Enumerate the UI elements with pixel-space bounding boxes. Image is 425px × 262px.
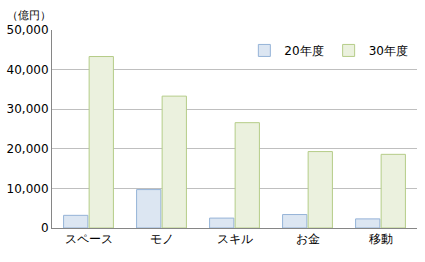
svg-text:20年度: 20年度	[284, 44, 323, 58]
svg-text:スキル: スキル	[217, 232, 253, 246]
svg-text:0: 0	[41, 221, 49, 235]
svg-text:スペース: スペース	[65, 232, 113, 246]
svg-text:モノ: モノ	[150, 232, 174, 246]
svg-text:（億円）: （億円）	[7, 9, 51, 22]
svg-text:30年度: 30年度	[369, 44, 408, 58]
svg-text:30,000: 30,000	[7, 102, 49, 116]
svg-text:50,000: 50,000	[7, 23, 49, 37]
svg-text:お金: お金	[296, 232, 320, 246]
svg-text:10,000: 10,000	[7, 182, 49, 196]
svg-text:20,000: 20,000	[7, 142, 49, 156]
svg-text:移動: 移動	[369, 232, 393, 246]
svg-text:40,000: 40,000	[7, 63, 49, 77]
